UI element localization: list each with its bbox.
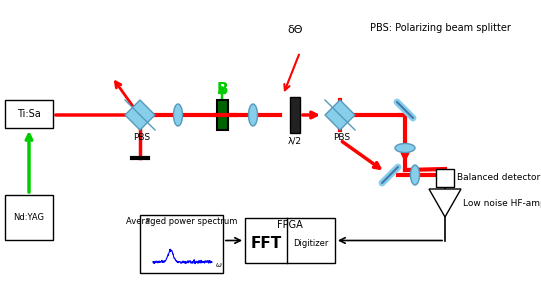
Text: FFT: FFT <box>250 236 282 251</box>
Bar <box>140 215 223 273</box>
Text: Low noise HF-amplifier: Low noise HF-amplifier <box>463 198 541 207</box>
Text: PBS: PBS <box>134 134 150 142</box>
Bar <box>290 97 300 133</box>
Text: λ/2: λ/2 <box>288 137 302 146</box>
Ellipse shape <box>174 104 182 126</box>
Text: Digitizer: Digitizer <box>293 239 329 248</box>
Text: PBS: Polarizing beam splitter: PBS: Polarizing beam splitter <box>370 23 511 33</box>
Text: PBS: PBS <box>333 134 351 142</box>
Text: FPGA: FPGA <box>277 220 303 230</box>
Ellipse shape <box>411 165 419 185</box>
Bar <box>245 218 335 263</box>
Bar <box>5 195 53 240</box>
Polygon shape <box>325 100 355 130</box>
Text: δΘ: δΘ <box>287 25 303 35</box>
Text: Balanced detector: Balanced detector <box>457 173 540 182</box>
Text: B: B <box>216 82 228 98</box>
Polygon shape <box>125 100 155 130</box>
Text: Averaged power spectrum: Averaged power spectrum <box>126 216 237 225</box>
Text: ω: ω <box>216 262 222 268</box>
Text: Ti:Sa: Ti:Sa <box>17 109 41 119</box>
Ellipse shape <box>395 144 415 153</box>
Bar <box>5 100 53 128</box>
Bar <box>436 169 454 187</box>
Text: P: P <box>145 218 149 224</box>
Text: Nd:YAG: Nd:YAG <box>14 213 44 222</box>
Ellipse shape <box>248 104 258 126</box>
Bar <box>216 100 228 130</box>
Polygon shape <box>429 189 461 217</box>
